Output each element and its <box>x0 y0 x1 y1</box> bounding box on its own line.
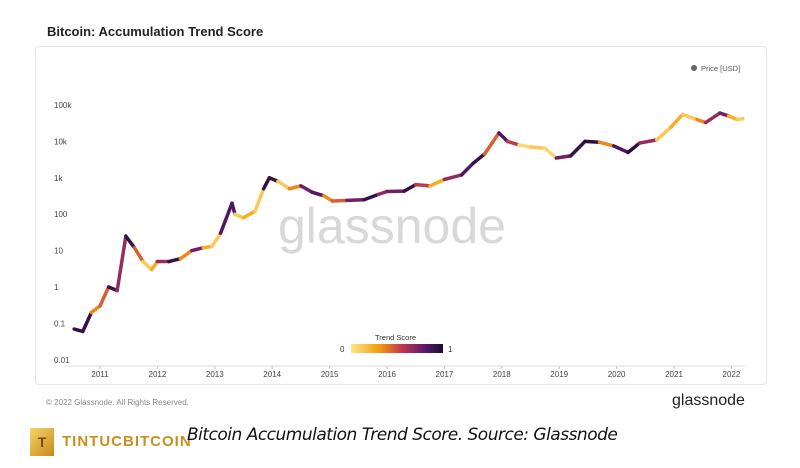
chart-title: Bitcoin: Accumulation Trend Score <box>47 24 264 39</box>
price-segment <box>413 182 432 188</box>
x-tick-label: 2016 <box>378 370 396 379</box>
y-tick-label: 0.01 <box>54 356 70 365</box>
x-tick-label: 2015 <box>321 370 339 379</box>
price-segment <box>543 146 559 160</box>
legend-marker <box>691 65 697 71</box>
price-segment <box>626 141 642 155</box>
y-tick-label: 10k <box>54 137 68 146</box>
price-segment <box>471 152 487 166</box>
x-tick-label: 2019 <box>550 370 568 379</box>
price-segment <box>568 139 587 158</box>
x-tick-label: 2011 <box>91 370 109 379</box>
price-segment <box>554 154 573 160</box>
legend-label[interactable]: Price [USD] <box>701 64 740 73</box>
price-segment <box>505 139 521 147</box>
y-tick-label: 0.1 <box>54 319 66 328</box>
price-segment <box>428 177 447 188</box>
price-segment <box>680 112 699 122</box>
price-segment <box>442 173 464 182</box>
price-segment <box>583 139 602 144</box>
price-segment <box>81 310 94 334</box>
price-segment <box>459 161 475 177</box>
price-segment <box>190 245 206 253</box>
price-segment <box>497 131 510 144</box>
price-segment <box>132 245 145 264</box>
y-tick-label: 1k <box>54 174 63 183</box>
x-tick-label: 2017 <box>436 370 454 379</box>
price-segment <box>276 179 292 191</box>
price-segment <box>637 138 659 145</box>
price-segment <box>261 176 272 191</box>
x-tick-label: 2020 <box>608 370 626 379</box>
price-segment <box>362 192 381 202</box>
colorbar-title: Trend Score <box>375 333 416 342</box>
price-segment <box>669 112 685 129</box>
price-segment <box>241 209 257 220</box>
price-segment <box>299 184 315 195</box>
price-segment <box>597 140 616 148</box>
price-segment <box>402 182 418 193</box>
x-tick-label: 2022 <box>723 370 741 379</box>
price-segment <box>310 190 326 198</box>
price-segment <box>230 201 237 216</box>
x-tick-label: 2021 <box>665 370 683 379</box>
price-segment <box>528 145 547 150</box>
price-segment <box>655 125 673 142</box>
price-segment <box>482 131 501 156</box>
caption: Bitcoin Accumulation Trend Score. Source… <box>187 425 618 445</box>
y-tick-label: 100 <box>54 210 68 219</box>
price-segment <box>218 201 234 235</box>
y-tick-label: 100k <box>54 101 72 110</box>
price-segment <box>253 187 266 214</box>
price-segment <box>115 234 128 293</box>
x-tick-label: 2014 <box>263 370 281 379</box>
price-segment <box>210 231 223 249</box>
colorbar <box>351 344 443 353</box>
x-tick-label: 2018 <box>493 370 511 379</box>
price-segment <box>611 144 630 155</box>
colorbar-max: 1 <box>448 345 453 354</box>
price-segment <box>124 234 137 250</box>
price-segment <box>167 256 183 264</box>
site-logo-icon: T <box>30 428 54 456</box>
y-tick-label: 10 <box>54 247 63 256</box>
price-segment <box>141 259 154 272</box>
price-segment <box>330 198 349 203</box>
price-segment <box>345 197 366 203</box>
glassnode-logo: glassnode <box>672 392 745 409</box>
price-segment <box>98 285 111 308</box>
x-tick-label: 2013 <box>206 370 224 379</box>
x-tick-label: 2012 <box>149 370 167 379</box>
watermark: glassnode <box>278 198 506 254</box>
price-segment <box>89 304 102 315</box>
colorbar-min: 0 <box>340 345 345 354</box>
copyright: © 2022 Glassnode. All Rights Reserved. <box>46 398 189 407</box>
price-segment <box>703 111 722 125</box>
site-logo: TINTUCBITCOIN <box>62 433 192 450</box>
chart-panel <box>35 46 767 385</box>
y-tick-label: 1 <box>54 283 59 292</box>
price-segment <box>517 143 533 149</box>
price-segment <box>178 248 194 261</box>
price-segment <box>287 184 303 191</box>
price-segment <box>735 116 745 122</box>
